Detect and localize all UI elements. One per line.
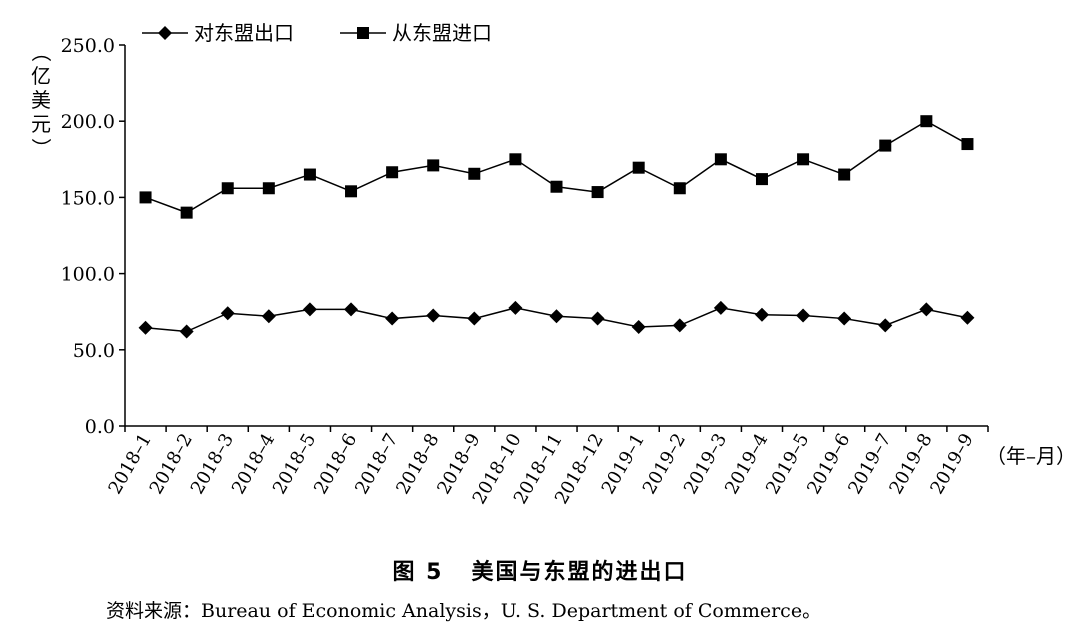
- data-point: [755, 173, 768, 186]
- data-point: [179, 324, 194, 339]
- y-axis-label: （ 亿 美 元 ）: [28, 40, 54, 160]
- data-point: [920, 115, 933, 128]
- figure-number: 图 5: [392, 560, 444, 585]
- y-tick-label: 50.0: [73, 340, 115, 362]
- y-tick-label: 0.0: [85, 416, 115, 438]
- data-point: [919, 302, 934, 317]
- y-axis-label-char: 亿: [31, 64, 51, 88]
- data-point: [714, 153, 727, 166]
- data-point: [386, 166, 399, 179]
- data-point: [672, 318, 687, 333]
- y-tick-label: 200.0: [61, 111, 115, 133]
- y-tick-label: 150.0: [61, 187, 115, 209]
- data-point: [754, 307, 769, 322]
- data-point: [838, 168, 851, 181]
- data-point: [632, 161, 645, 174]
- figure-title: 美国与东盟的进出口: [471, 560, 688, 585]
- legend-marker: [158, 26, 172, 40]
- data-point: [426, 308, 441, 323]
- data-point: [138, 320, 153, 335]
- data-point: [385, 311, 400, 326]
- data-point: [591, 186, 604, 199]
- data-point: [261, 309, 276, 324]
- data-point: [262, 182, 275, 195]
- y-axis-label-char: ）: [29, 138, 53, 158]
- series-line: [145, 120, 968, 214]
- data-point: [796, 308, 811, 323]
- legend-label: 对东盟出口: [194, 21, 294, 45]
- data-point: [631, 319, 646, 334]
- data-point: [713, 300, 728, 315]
- data-point: [797, 153, 810, 166]
- line-chart: 0.050.0100.0150.0200.0250.02018–12018–22…: [61, 21, 989, 508]
- data-point: [960, 310, 975, 325]
- data-point: [879, 139, 892, 152]
- data-point: [344, 302, 359, 317]
- data-point: [837, 311, 852, 326]
- data-point: [180, 206, 193, 219]
- data-point: [673, 182, 686, 195]
- data-point: [508, 300, 523, 315]
- data-point: [878, 318, 893, 333]
- y-axis-label-char: 美: [31, 88, 51, 112]
- figure-caption: 图 5 美国与东盟的进出口: [0, 554, 1080, 586]
- data-point: [139, 191, 152, 204]
- legend-marker: [357, 27, 369, 39]
- data-point: [550, 180, 563, 193]
- data-point: [590, 311, 605, 326]
- data-point: [961, 138, 974, 151]
- data-point: [427, 159, 440, 172]
- y-tick-label: 100.0: [61, 264, 115, 286]
- y-axis-label-char: 元: [31, 112, 51, 136]
- legend-label: 从东盟进口: [392, 21, 492, 45]
- y-axis-label-char: （: [29, 42, 53, 62]
- y-tick-label: 250.0: [61, 35, 115, 57]
- data-point: [303, 168, 316, 181]
- data-point: [509, 153, 522, 166]
- data-point: [220, 306, 235, 321]
- data-point: [468, 167, 481, 180]
- x-axis-unit-label: （年–月）: [986, 444, 1076, 468]
- data-point: [467, 311, 482, 326]
- data-point: [302, 302, 317, 317]
- data-point: [549, 309, 564, 324]
- source-note: 资料来源：Bureau of Economic Analysis，U. S. D…: [106, 600, 822, 622]
- data-point: [345, 185, 358, 198]
- data-point: [221, 182, 234, 195]
